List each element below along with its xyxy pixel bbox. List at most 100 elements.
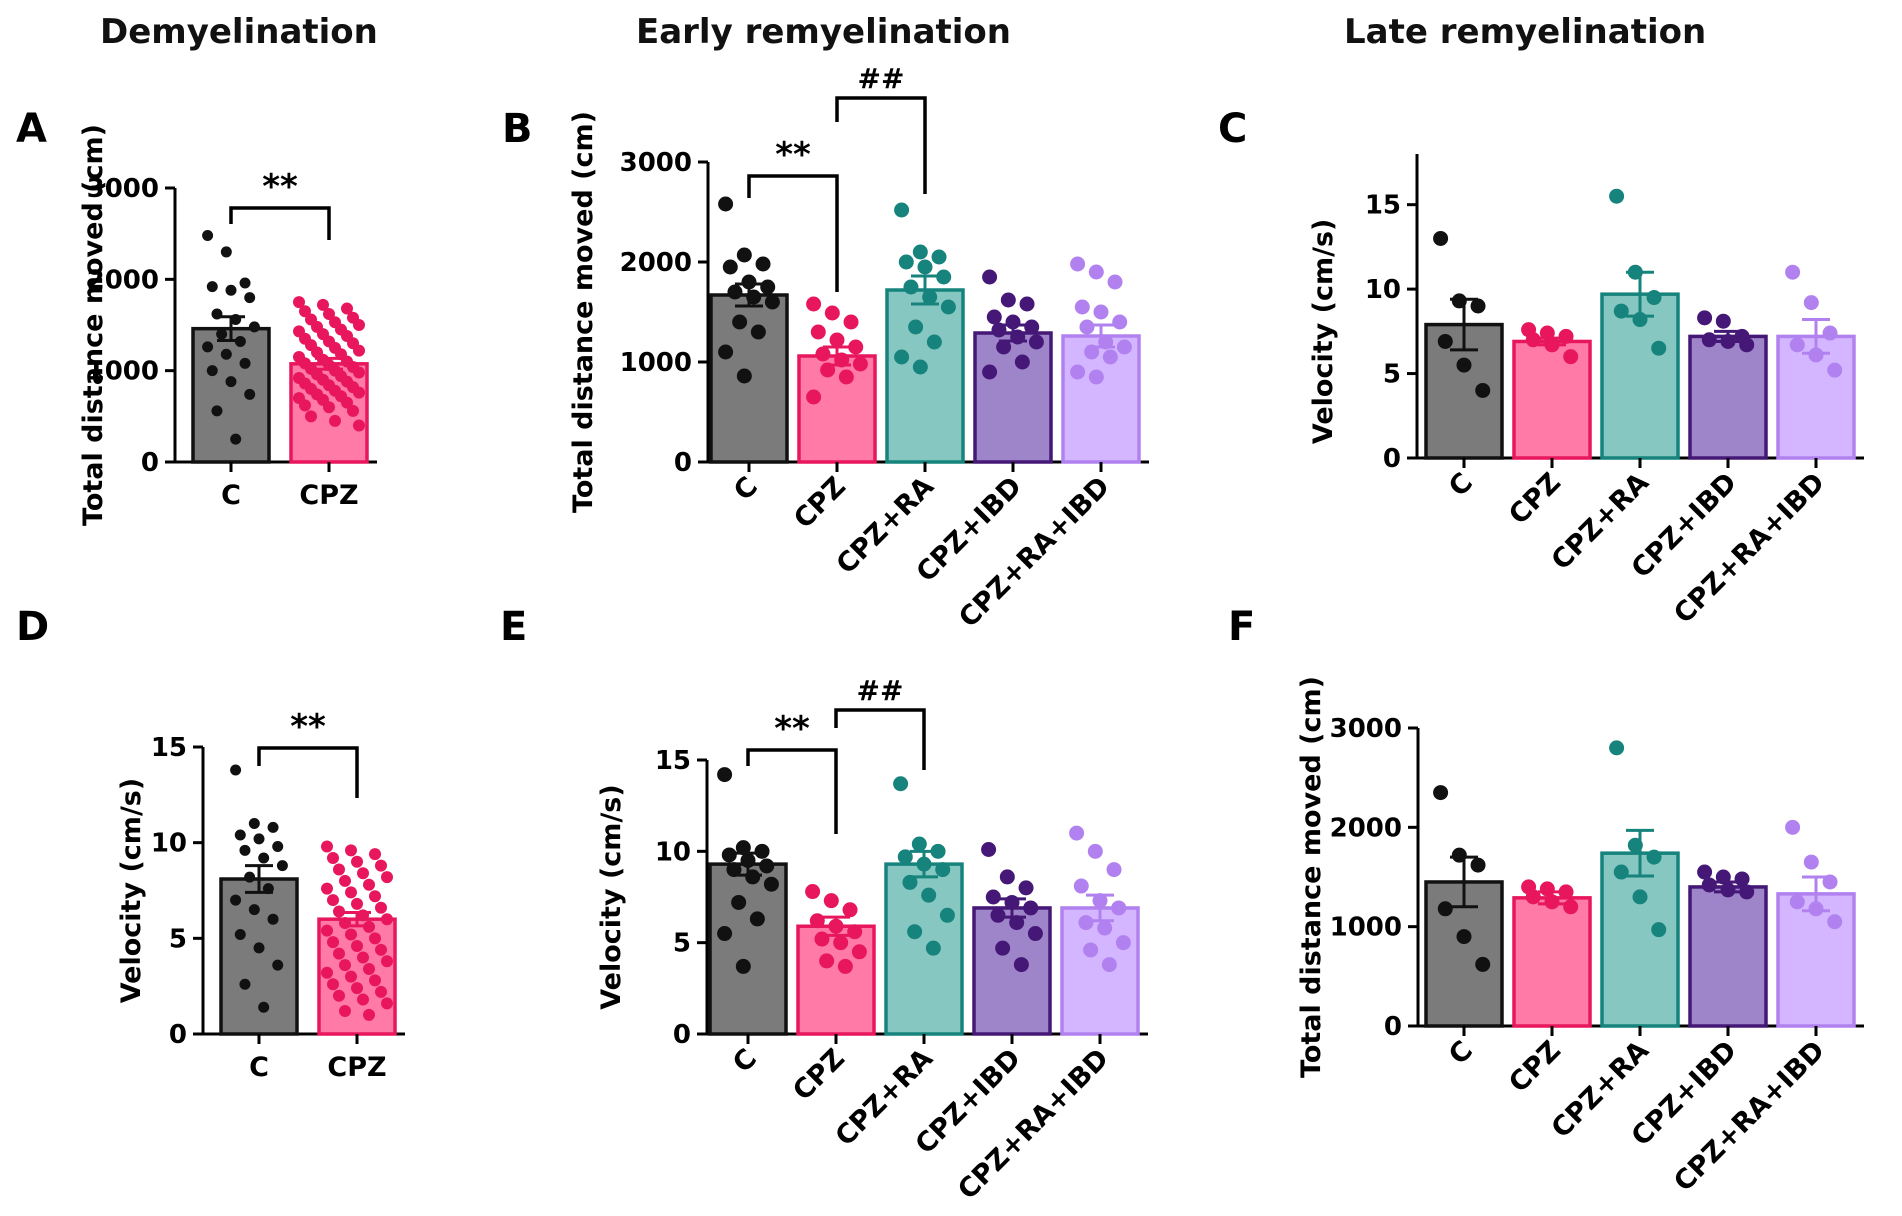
data-point-cpz xyxy=(299,305,311,318)
data-point-cpz-plus-ra xyxy=(1613,303,1629,319)
data-point-cpz-plus-ibd xyxy=(999,869,1015,885)
data-point-cpz-plus-ra-plus-ibd xyxy=(1827,362,1843,378)
data-point-cpz-plus-ra-plus-ibd xyxy=(1803,854,1819,870)
data-point-c xyxy=(1433,230,1449,246)
significance-bracket xyxy=(834,708,926,770)
data-point-cpz-plus-ra-plus-ibd xyxy=(1112,314,1128,330)
y-tick-label: 2000 xyxy=(620,248,692,278)
data-point-cpz-plus-ra xyxy=(917,259,933,275)
data-point-cpz xyxy=(1525,332,1541,348)
data-point-cpz-plus-ra xyxy=(894,202,910,218)
data-point-cpz xyxy=(353,319,365,331)
x-tick-label: CPZ+RA+IBD xyxy=(1668,467,1831,630)
data-point-c xyxy=(736,247,752,263)
data-point-cpz xyxy=(353,386,365,399)
data-point-cpz xyxy=(842,902,858,918)
data-point-cpz xyxy=(357,951,369,964)
data-point-cpz-plus-ra xyxy=(911,836,927,852)
data-point-c xyxy=(244,292,256,304)
data-point-cpz-plus-ra-plus-ibd xyxy=(1789,337,1805,353)
data-point-cpz-plus-ibd xyxy=(1023,900,1039,916)
x-tick-label: CPZ xyxy=(299,480,358,511)
data-point-cpz xyxy=(317,298,329,311)
data-point-cpz xyxy=(339,1005,351,1018)
data-point-cpz-plus-ra-plus-ibd xyxy=(1107,274,1123,290)
data-point-cpz xyxy=(321,966,333,979)
data-point-cpz xyxy=(843,314,859,330)
data-point-c xyxy=(750,324,766,340)
data-point-cpz xyxy=(323,401,335,414)
data-point-c xyxy=(718,344,734,360)
y-axis-label: Total distance moved (cm) xyxy=(568,111,599,513)
data-point-cpz xyxy=(363,878,375,891)
data-point-cpz xyxy=(1563,349,1579,365)
data-point-cpz xyxy=(345,970,357,983)
data-point-cpz-plus-ibd xyxy=(1739,884,1755,900)
data-point-cpz xyxy=(829,332,845,348)
y-tick-label: 15 xyxy=(1365,191,1401,221)
data-point-c xyxy=(1433,785,1449,801)
data-point-cpz xyxy=(805,884,821,900)
data-point-cpz xyxy=(339,959,351,972)
y-tick-label: 5 xyxy=(169,924,187,954)
bar-cpz-plus-ibd xyxy=(973,331,1053,464)
panel-d: D Velocity (cm/s) 0 5 10 15 C CPZ ** xyxy=(16,604,405,1083)
data-point-cpz xyxy=(852,356,868,372)
y-tick-label: 1000 xyxy=(87,357,159,387)
data-point-cpz-plus-ibd xyxy=(1014,354,1030,370)
x-tick-label: C xyxy=(1443,1035,1479,1071)
data-point-cpz xyxy=(351,897,363,910)
data-point-cpz-plus-ra-plus-ibd xyxy=(1070,256,1086,272)
y-tick-label: 0 xyxy=(1383,444,1401,474)
data-point-cpz xyxy=(333,863,345,876)
significance-label: ** xyxy=(290,707,326,747)
data-point-cpz-plus-ibd xyxy=(982,269,998,285)
y-tick-label: 0 xyxy=(1384,1012,1402,1042)
data-point-cpz-plus-ra-plus-ibd xyxy=(1078,915,1094,931)
data-point-c xyxy=(1456,929,1472,945)
data-point-c xyxy=(726,862,742,878)
y-tick-label: 0 xyxy=(674,448,692,478)
data-point-c xyxy=(253,833,265,845)
data-point-cpz-plus-ra xyxy=(1609,188,1625,204)
panel-letter: F xyxy=(1228,604,1255,650)
data-point-c xyxy=(220,348,232,360)
data-point-c xyxy=(763,876,779,892)
data-point-cpz xyxy=(351,939,363,952)
data-point-cpz xyxy=(381,871,393,884)
title-late-remyelination: Late remyelination xyxy=(1344,12,1707,52)
x-tick-label: C xyxy=(221,480,241,511)
data-point-c xyxy=(220,246,232,258)
panel-b: B Total distance moved (cm) 0 1000 2000 3000 C… xyxy=(502,62,1149,634)
data-point-c xyxy=(754,843,770,859)
data-point-c xyxy=(735,958,751,974)
significance-bracket xyxy=(229,206,331,240)
data-point-cpz-plus-ibd xyxy=(981,842,997,858)
data-point-c xyxy=(267,913,279,925)
panel-letter: E xyxy=(500,604,527,650)
data-point-c xyxy=(244,871,256,883)
significance-label: ## xyxy=(858,62,905,95)
y-axis-label: Velocity (cm/s) xyxy=(596,784,627,1009)
data-point-cpz-plus-ra xyxy=(925,940,941,956)
data-point-c xyxy=(206,365,218,377)
data-point-cpz xyxy=(345,928,357,941)
data-point-cpz-plus-ra xyxy=(903,279,919,295)
x-tick-label: C xyxy=(727,1043,763,1079)
data-point-cpz xyxy=(353,366,365,379)
data-point-cpz xyxy=(847,924,863,940)
data-point-cpz xyxy=(327,978,339,991)
data-point-cpz-plus-ra-plus-ibd xyxy=(1087,843,1103,859)
data-point-cpz-plus-ra xyxy=(1613,864,1629,880)
data-point-cpz-plus-ibd xyxy=(1019,296,1035,312)
data-point-c xyxy=(741,274,757,290)
data-point-c xyxy=(225,376,237,388)
data-point-cpz-plus-ibd xyxy=(1013,957,1029,973)
data-point-cpz-plus-ra-plus-ibd xyxy=(1785,819,1801,835)
y-tick-label: 0 xyxy=(169,1020,187,1050)
y-axis-label: Velocity (cm/s) xyxy=(1308,219,1339,444)
data-point-cpz xyxy=(327,894,339,907)
data-point-cpz-plus-ibd xyxy=(1734,871,1750,887)
bar-cpz-plus-ra xyxy=(1600,851,1680,1028)
